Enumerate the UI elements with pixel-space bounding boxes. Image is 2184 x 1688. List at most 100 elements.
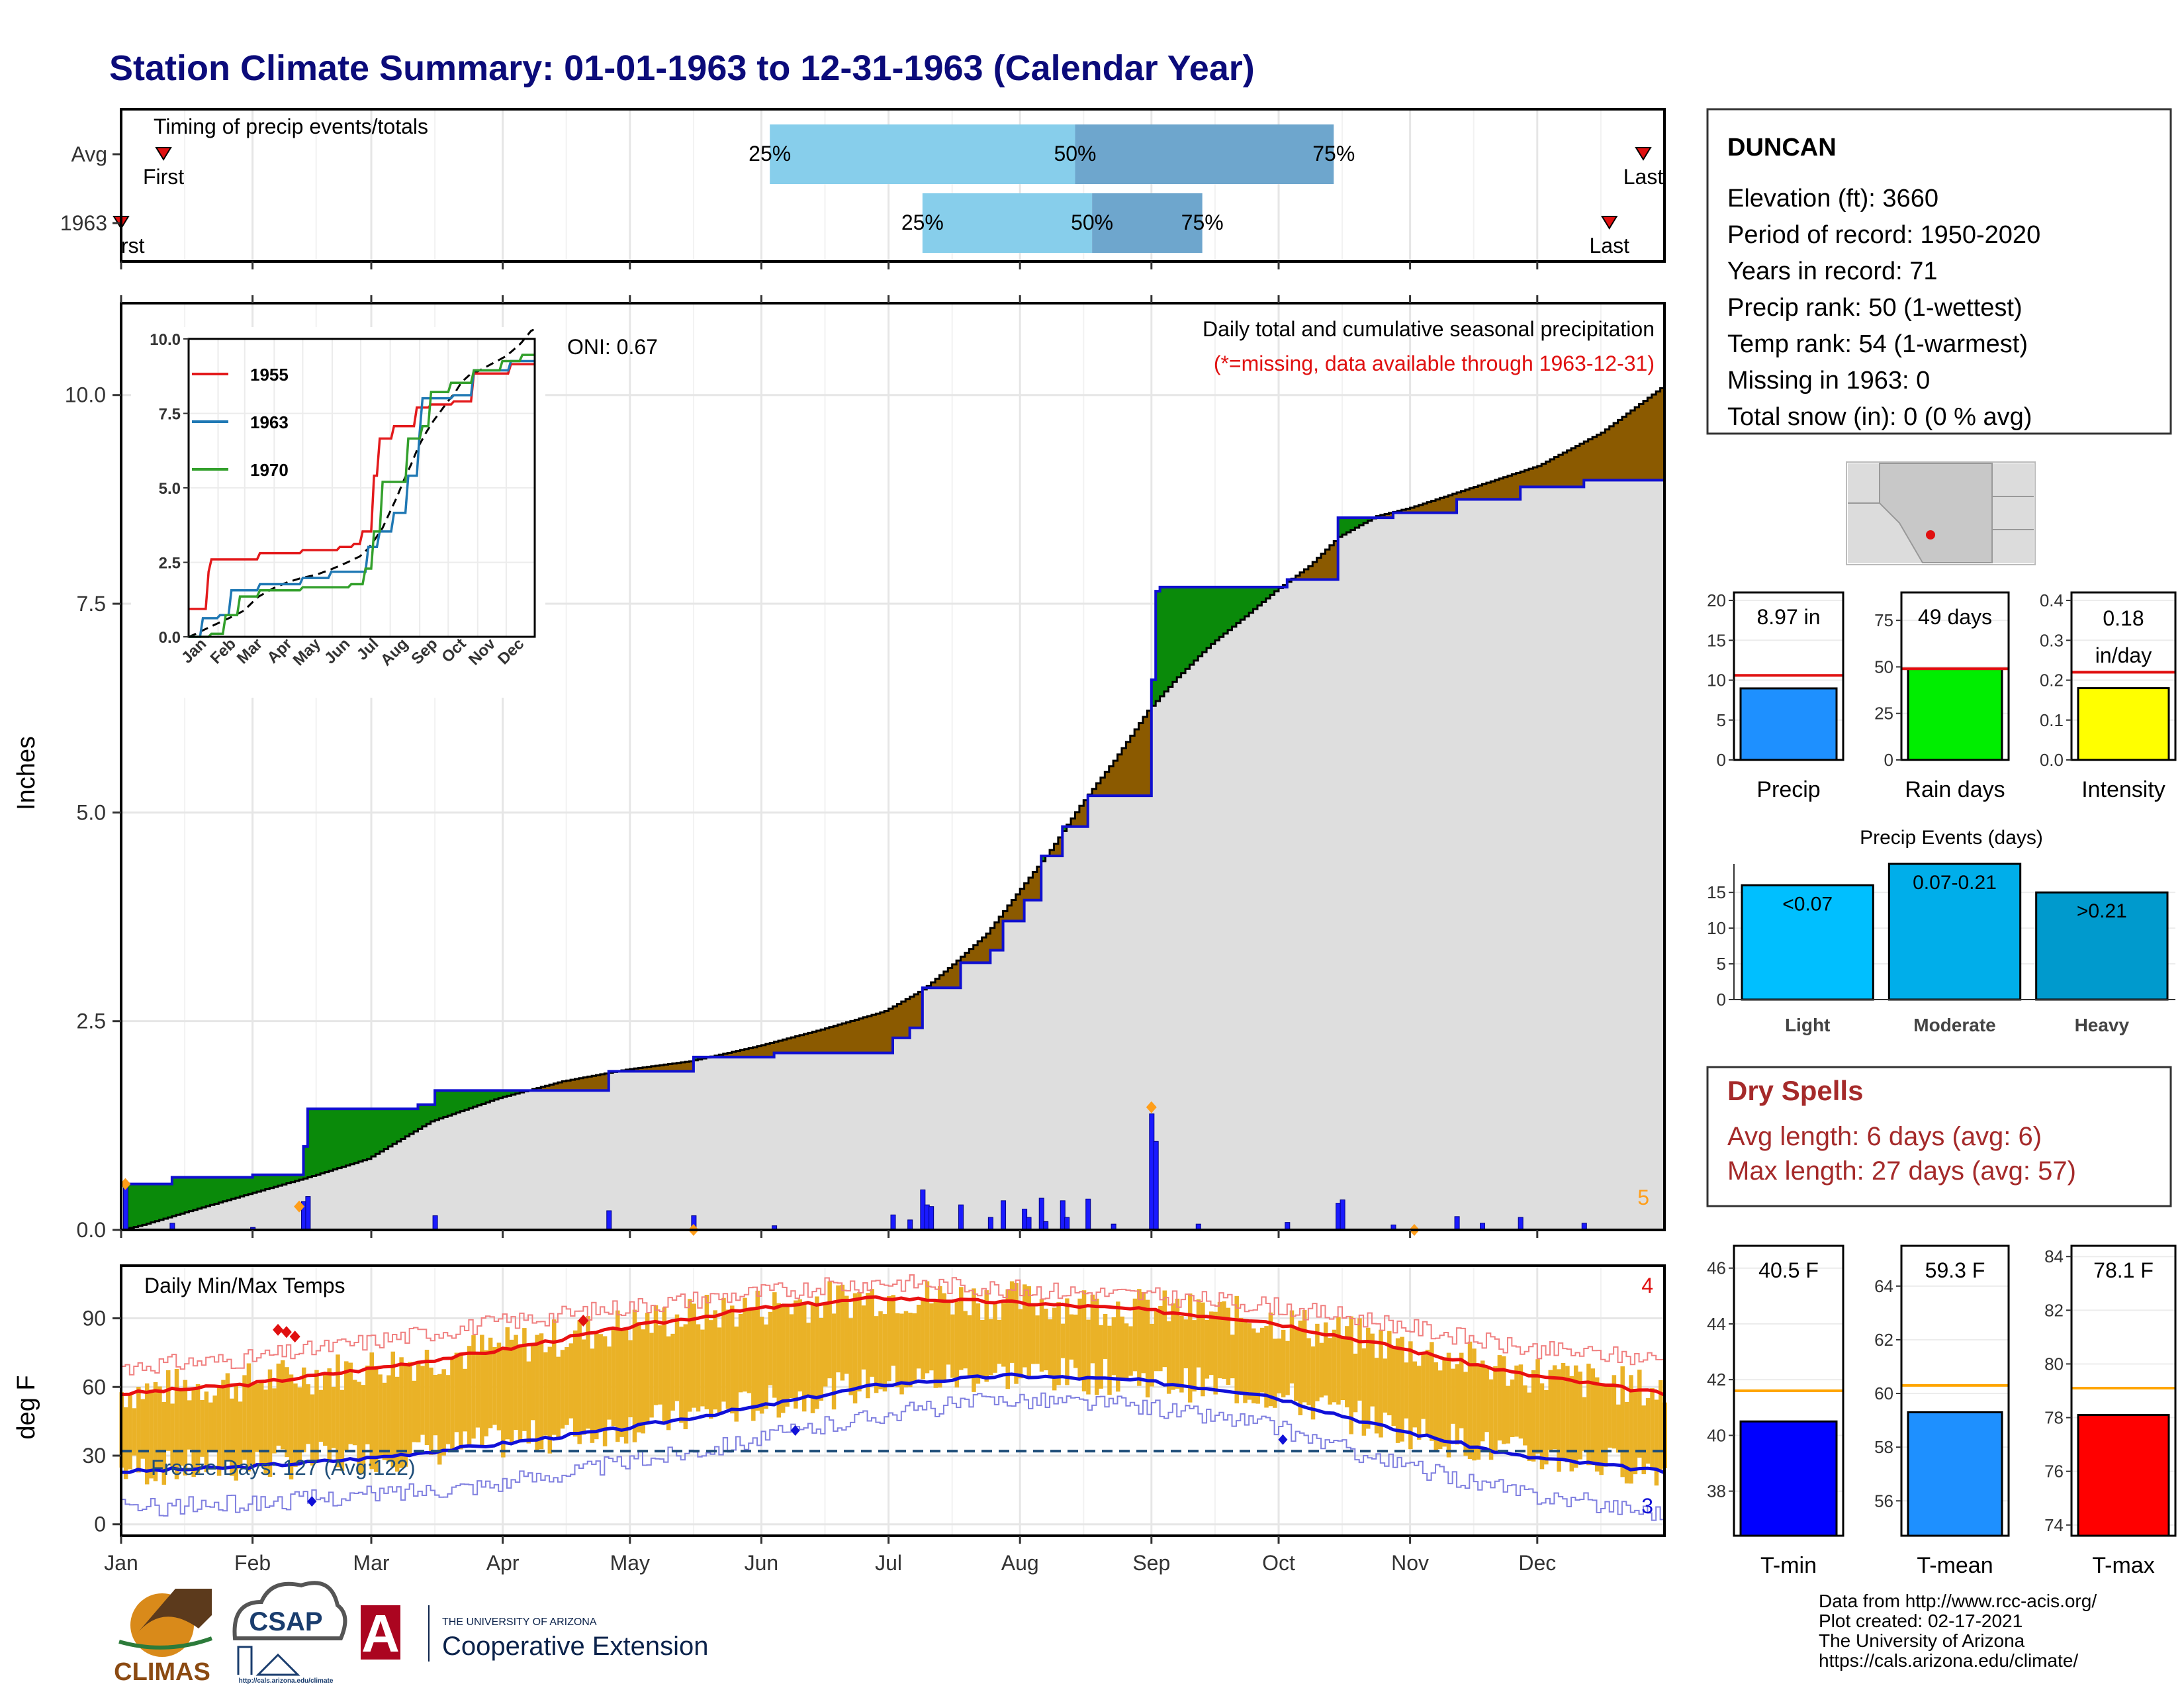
daily-temp-bar [670, 1333, 675, 1411]
daily-temp-bar [365, 1365, 370, 1444]
daily-temp-bar [1154, 1309, 1159, 1372]
month-label: Sep [1132, 1551, 1170, 1575]
daily-temp-bar [1273, 1338, 1277, 1408]
daily-temp-bar [1111, 1317, 1116, 1376]
plot-border [2070, 591, 2177, 761]
ua-small-text: THE UNIVERSITY OF ARIZONA [442, 1617, 597, 1628]
daily-temp-bar [645, 1313, 650, 1423]
daily-temp-bar [615, 1310, 620, 1442]
value-bar [1907, 1411, 2003, 1537]
value-bar [1739, 687, 1838, 761]
daily-precip-bar [1001, 1200, 1007, 1231]
daily-temp-bar [709, 1320, 713, 1419]
daily-temp-bar [1222, 1301, 1226, 1379]
daily-temp-bar [1616, 1404, 1621, 1453]
y-tick-label: 56 [1874, 1491, 1893, 1511]
daily-temp-bar [1374, 1358, 1379, 1434]
daily-temp-bar [441, 1369, 446, 1456]
daily-temp-bar [433, 1374, 438, 1436]
surplus-ribbon [125, 518, 1377, 1229]
daily-temp-bar [1247, 1323, 1252, 1400]
daily-temp-bar [267, 1369, 273, 1477]
daily-temp-bar [445, 1375, 451, 1444]
record-high-marker [281, 1326, 292, 1338]
event-bar-label: 0.07-0.21 [1913, 872, 1997, 894]
daily-temp-bar [899, 1313, 904, 1395]
daily-temp-bar [1323, 1322, 1328, 1396]
daily-temp-bar [1030, 1306, 1036, 1364]
daily-temp-bar [1612, 1375, 1617, 1449]
daily-temp-bar [530, 1343, 535, 1421]
event-bar [1888, 863, 2022, 1001]
daily-temp-bar [238, 1401, 243, 1469]
daily-temp-bar [1158, 1305, 1163, 1372]
month-label: Mar [353, 1551, 389, 1575]
daily-temp-bar [963, 1311, 968, 1369]
record-marker [1146, 1101, 1157, 1113]
daily-temp-bar [1493, 1366, 1498, 1453]
daily-temp-bar [1183, 1319, 1189, 1369]
daily-temp-bar [369, 1352, 374, 1470]
daily-temp-bar [954, 1301, 960, 1387]
daily-temp-bar [336, 1354, 340, 1468]
timing-title: Timing of precip events/totals [154, 115, 428, 138]
daily-temp-bar [496, 1342, 502, 1430]
events-title: Precip Events (days) [1860, 827, 2043, 849]
daily-temp-bar [1641, 1405, 1646, 1475]
value-bar [2077, 1414, 2170, 1537]
chart-precip-events: Precip Events (days) <0.07 Light 0.07-0.21 M… [1707, 827, 2175, 1035]
record-count: 5 [1637, 1186, 1649, 1209]
y-tick-label: 60 [1874, 1383, 1893, 1403]
daily-temp-bar [408, 1362, 412, 1456]
daily-temp-bar [882, 1314, 887, 1392]
daily-temp-bar [840, 1284, 845, 1381]
daily-temp-bar [1345, 1326, 1349, 1408]
month-label: Jan [104, 1551, 138, 1575]
daily-temp-bar [1306, 1338, 1311, 1405]
y-tick-label: 42 [1707, 1370, 1726, 1389]
daily-temp-bar [535, 1335, 539, 1450]
daily-temp-bar [348, 1362, 353, 1444]
daily-temp-bar [259, 1382, 264, 1467]
daily-temp-bar [1586, 1364, 1591, 1466]
inset-y-tick: 10.0 [150, 331, 181, 349]
daily-temp-bar [424, 1349, 430, 1445]
daily-temp-bar [1561, 1362, 1566, 1459]
csap-url: http://cals.arizona.edu/climate [239, 1677, 334, 1685]
daily-temp-bar [1645, 1398, 1651, 1464]
daily-temp-bar [611, 1329, 616, 1427]
temp-panel-title: Daily Min/Max Temps [144, 1274, 345, 1297]
record-low-line [121, 1392, 1665, 1521]
csap-cloud-icon [232, 1581, 347, 1640]
daily-temp-bar [797, 1299, 803, 1392]
daily-temp-bar [772, 1292, 777, 1398]
daily-temp-bar [658, 1325, 662, 1405]
daily-temp-bar [806, 1323, 811, 1397]
daily-temp-bar [251, 1383, 255, 1465]
month-label: Dec [1518, 1551, 1556, 1575]
daily-temp-bar [933, 1299, 938, 1388]
pct-label: 50% [1054, 142, 1096, 165]
daily-temp-bar [759, 1317, 764, 1414]
daily-temp-bar [836, 1285, 841, 1373]
daily-temp-bar [988, 1319, 993, 1376]
daily-temp-bar [179, 1390, 183, 1466]
daily-temp-bar [637, 1322, 641, 1432]
y-tick-label: 0.4 [2040, 590, 2064, 610]
daily-precip-bar [1518, 1217, 1524, 1231]
y-tick-label: 15 [1707, 882, 1726, 902]
daily-temp-bar [1590, 1368, 1596, 1465]
daily-temp-bar [560, 1350, 565, 1429]
daily-temp-bar [1383, 1358, 1388, 1413]
timing-panel-border [120, 108, 1666, 263]
daily-temp-bar [132, 1408, 137, 1456]
daily-temp-bar [789, 1314, 794, 1399]
daily-temp-bar [361, 1385, 366, 1475]
daily-temp-bar [352, 1380, 357, 1446]
daily-precip-bar [1340, 1199, 1345, 1231]
temp-panel-border [120, 1264, 1666, 1537]
daily-temp-bar [713, 1310, 717, 1410]
daily-temp-bar [399, 1357, 404, 1468]
daily-temp-bar [891, 1295, 895, 1366]
daily-temp-bar [700, 1329, 705, 1407]
